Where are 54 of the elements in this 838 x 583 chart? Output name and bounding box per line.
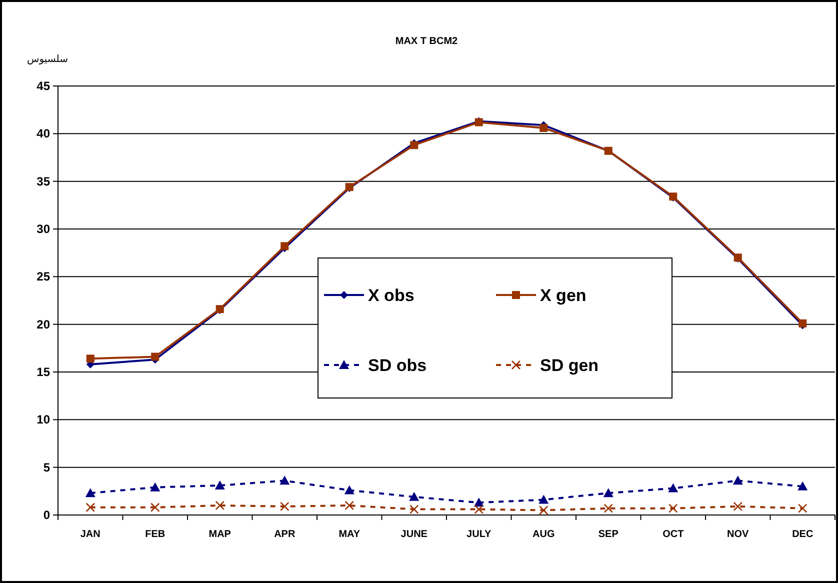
y-tick-label: 45 [36,79,50,93]
point [86,502,96,512]
x-tick-label: APR [274,529,296,540]
x-tick-label: JULY [466,529,492,540]
point [538,506,548,515]
point [86,354,94,363]
chart-title: MAX T BCM2 [395,36,458,47]
y-tick-label: 35 [36,174,50,188]
point [603,488,614,498]
y-axis-title: سلسیوس [26,54,68,65]
x-tick-label: OCT [662,529,684,540]
point [474,504,484,514]
y-tick-label: 15 [36,365,50,379]
legend-label: X gen [540,286,586,305]
y-tick-label: 30 [36,222,50,236]
point [409,492,420,501]
x-tick-label: SEP [598,529,619,540]
point [344,485,354,494]
y-tick-label: 0 [43,508,50,522]
x-tick-label: JAN [80,529,100,540]
legend-label: SD obs [368,356,427,375]
x-tick-label: MAP [208,529,232,540]
legend-label: SD gen [540,356,599,375]
point [604,504,614,513]
point [668,483,678,492]
point [215,500,225,510]
x-tick-label: AUG [532,529,555,540]
point [798,481,808,490]
point [150,482,160,492]
y-tick-label: 20 [36,317,50,332]
point [150,502,160,512]
point [85,488,96,498]
point [538,494,549,504]
point [280,502,290,512]
y-tick-label: 40 [36,126,50,141]
x-tick-label: JUNE [400,529,428,540]
point [732,476,743,485]
x-tick-label: DEC [792,529,814,540]
point [798,504,808,513]
point [344,500,354,510]
point [151,352,160,361]
point [214,480,225,490]
y-tick-label: 10 [36,412,50,427]
point [280,476,290,485]
point [540,124,548,132]
legend-label: X obs [368,286,414,305]
x-tick-label: MAY [338,529,360,540]
point [668,504,678,513]
point [733,502,743,512]
y-tick-label: 5 [43,460,50,474]
x-tick-label: FEB [145,529,166,540]
x-tick-label: NOV [727,529,750,540]
y-tick-label: 25 [36,270,50,284]
point [409,504,419,514]
